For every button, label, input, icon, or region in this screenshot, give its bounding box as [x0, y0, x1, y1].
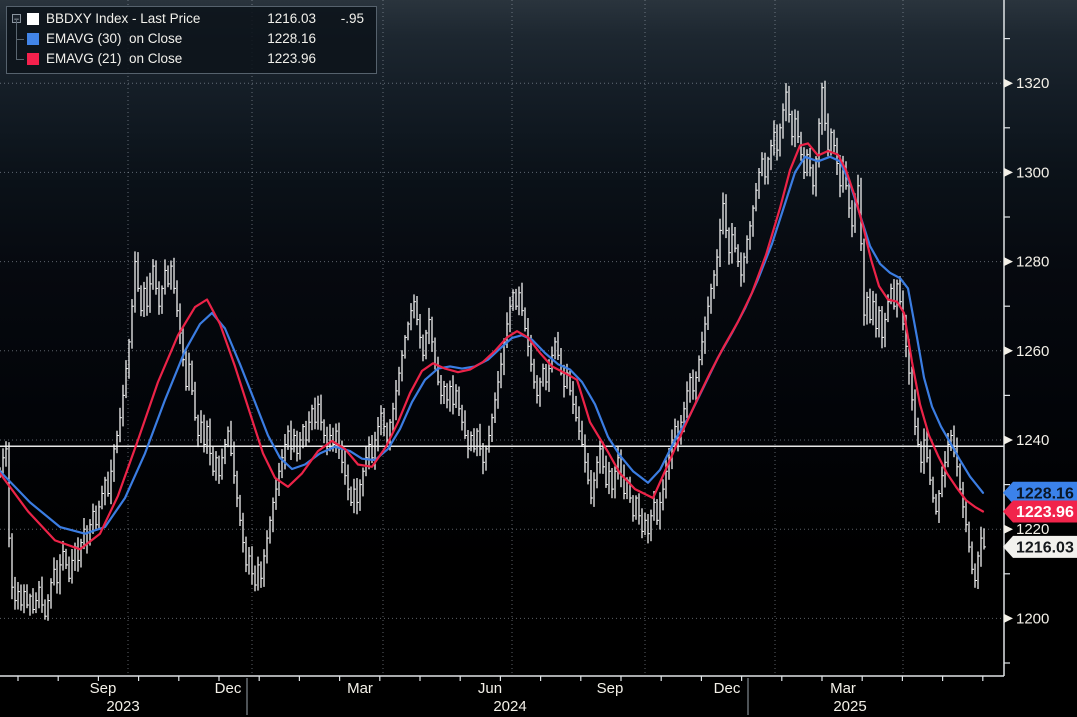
chart-plot-area[interactable]	[0, 0, 1004, 676]
y-axis-labels[interactable]: 1200 1220 1240 1260 1280 1300 1320	[1004, 37, 1049, 664]
legend-row-emavg30[interactable]: EMAVG (30) on Close 1228.16	[11, 19, 370, 49]
legend-value: 1216.03	[267, 11, 316, 26]
badge-shape	[1003, 481, 1077, 504]
y-axis-label: 1240	[1016, 432, 1049, 449]
y-tick-arrow-icon	[1004, 613, 1013, 623]
y-axis-label: 1300	[1016, 164, 1049, 181]
month-label: Sep	[90, 680, 117, 697]
year-label: 2024	[493, 698, 526, 715]
year-label: 2025	[833, 698, 866, 715]
bbdxy-swatch-icon	[27, 13, 39, 25]
y-axis-label: 1220	[1016, 521, 1049, 538]
y-axis-label: 1280	[1016, 254, 1049, 271]
ema-30-line	[0, 155, 985, 535]
month-label: Sep	[597, 680, 624, 697]
ema-21-line	[0, 142, 985, 551]
y-tick-arrow-icon	[1004, 524, 1013, 534]
year-label: 2023	[106, 698, 139, 715]
ema21-price-badge: 1223.96	[1003, 500, 1077, 523]
legend-row-emavg21[interactable]: EMAVG (21) on Close 1223.96	[11, 39, 370, 69]
badge-shape	[1003, 535, 1077, 558]
legend-value: 1223.96	[267, 51, 316, 66]
y-axis-label: 1260	[1016, 343, 1049, 360]
axes	[0, 0, 1005, 677]
tree-column	[11, 19, 27, 49]
y-tick-arrow-icon	[1004, 435, 1013, 445]
legend-row-bbdxy[interactable]: − BBDXY Index - Last Price 1216.03 -.95	[11, 9, 370, 29]
tree-branch-icon	[16, 19, 24, 40]
y-axis-label: 1320	[1016, 75, 1049, 92]
legend-label: EMAVG (21) on Close	[46, 51, 183, 66]
ema30-price-badge: 1228.16	[1003, 481, 1077, 504]
month-label: Dec	[714, 680, 741, 697]
tree-column	[11, 39, 27, 69]
y-tick-arrow-icon	[1004, 167, 1013, 177]
y-axis-label: 1200	[1016, 610, 1049, 627]
y-tick-arrow-icon	[1004, 257, 1013, 267]
emavg30-swatch-icon	[27, 33, 39, 45]
month-label: Jun	[478, 680, 502, 697]
badge-value: 1216.03	[1016, 539, 1074, 556]
legend-label: BBDXY Index - Last Price	[46, 11, 201, 26]
last-price-badge: 1216.03	[1003, 535, 1077, 558]
legend-label: EMAVG (30) on Close	[46, 31, 183, 46]
y-tick-arrow-icon	[1004, 78, 1013, 88]
month-label: Mar	[347, 680, 373, 697]
y-tick-arrow-icon	[1004, 346, 1013, 356]
month-label: Dec	[215, 680, 242, 697]
month-label: Mar	[830, 680, 856, 697]
badge-shape	[1003, 500, 1077, 523]
badge-value: 1228.16	[1016, 485, 1074, 502]
badge-value: 1223.96	[1016, 504, 1074, 521]
legend-panel: − BBDXY Index - Last Price 1216.03 -.95 …	[6, 6, 377, 74]
emavg21-swatch-icon	[27, 53, 39, 65]
x-axis-labels[interactable]: Sep Dec Mar Jun Sep Dec Mar 2023 2024 2025	[17, 676, 984, 715]
tree-branch-icon	[16, 39, 24, 60]
legend-change: -.95	[340, 11, 364, 26]
legend-value: 1228.16	[267, 31, 316, 46]
